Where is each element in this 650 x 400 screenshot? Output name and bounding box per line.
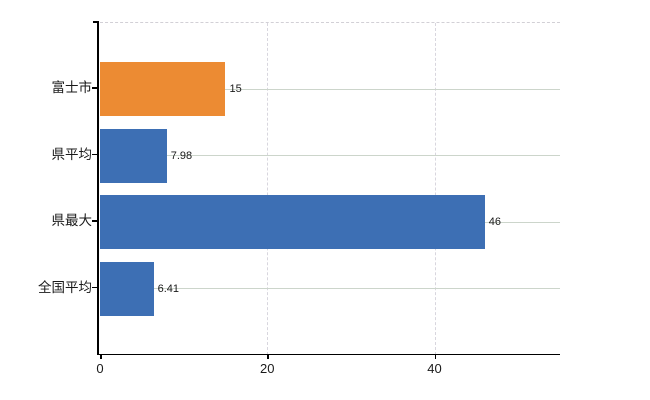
x-tick-label: 0 — [96, 361, 104, 376]
category-label: 全国平均 — [38, 279, 92, 295]
category-label: 県最大 — [51, 213, 93, 229]
x-tick — [100, 354, 102, 359]
bar-3 — [100, 261, 154, 316]
x-axis-line — [97, 353, 560, 355]
value-label: 15 — [229, 83, 242, 96]
value-label: 7.98 — [170, 149, 193, 162]
y-axis-line — [97, 21, 99, 355]
category-label: 富士市 — [51, 80, 93, 96]
x-tick — [434, 354, 437, 359]
y-tick — [92, 220, 98, 222]
v-gridline — [434, 23, 436, 355]
value-label: 46 — [488, 216, 501, 229]
v-gridline — [267, 23, 269, 355]
value-label: 6.41 — [157, 282, 180, 295]
y-tick — [92, 286, 98, 289]
bar-0 — [100, 62, 226, 117]
bar-2 — [100, 195, 485, 250]
y-tick — [92, 87, 98, 89]
h-gridline — [100, 155, 560, 157]
h-gridline — [100, 288, 560, 290]
x-tick-label: 40 — [427, 361, 442, 376]
y-tick — [93, 21, 99, 23]
plot-area: 15 7.98 46 6.41 — [100, 22, 560, 355]
y-tick — [92, 153, 98, 156]
category-label: 県平均 — [51, 146, 93, 162]
x-tick — [267, 354, 269, 359]
x-tick-label: 20 — [260, 361, 275, 376]
bar-1 — [100, 128, 167, 183]
h-gridline — [100, 88, 560, 90]
